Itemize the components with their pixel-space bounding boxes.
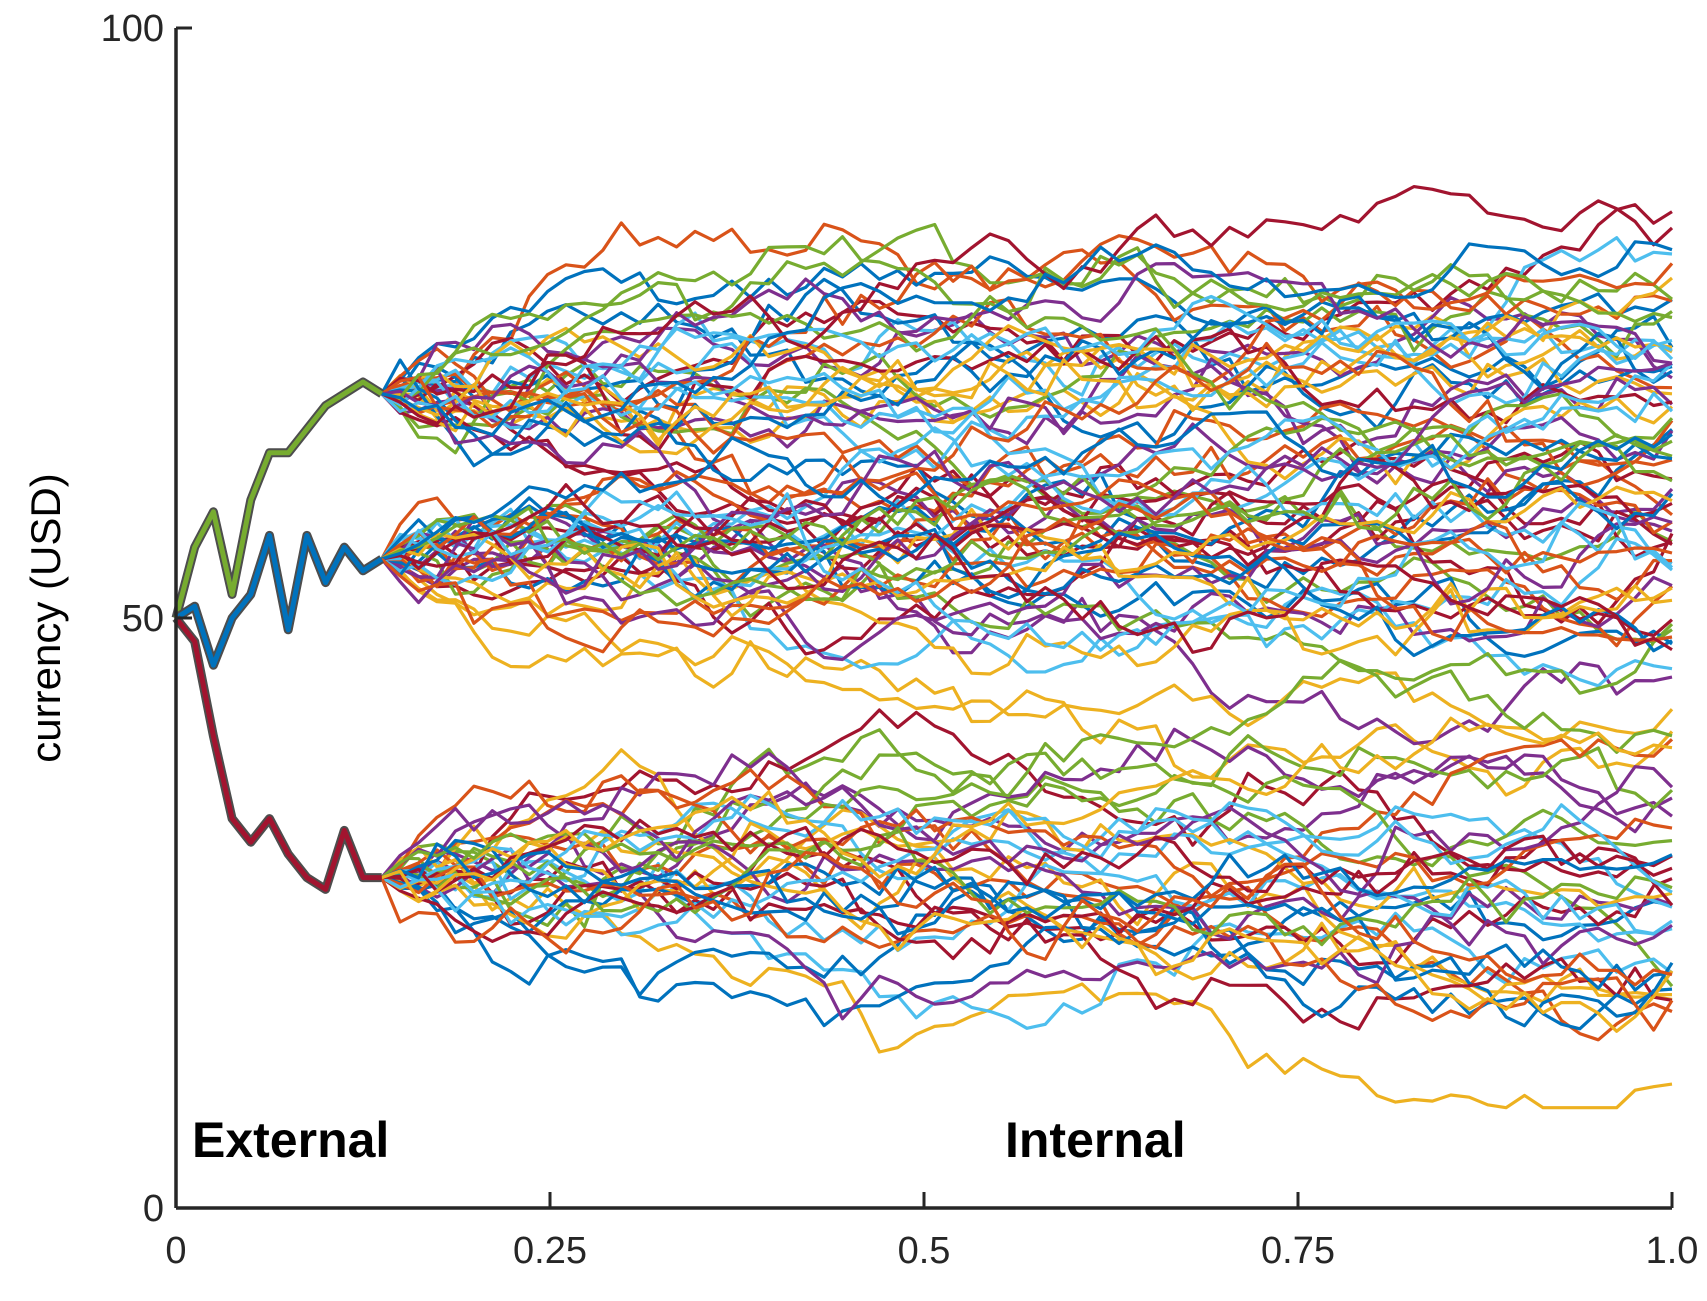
y-tick-label: 50: [122, 598, 164, 640]
series-line: [380, 236, 1673, 470]
series-line: [381, 417, 1674, 562]
annotation-external: External: [192, 1112, 389, 1168]
series-line: [381, 818, 1673, 894]
series-line: [381, 727, 1673, 880]
series-line: [381, 487, 1674, 662]
series-line: [380, 470, 1673, 642]
external-path-3: [174, 616, 382, 892]
x-tick-label: 0.25: [513, 1230, 587, 1272]
series-line: [381, 410, 1673, 561]
series-line: [381, 240, 1673, 437]
series-line: [380, 349, 1673, 444]
series-line: [380, 498, 1673, 649]
series-line: [381, 246, 1673, 404]
series-line: [380, 851, 1673, 987]
series-line: [381, 716, 1673, 902]
series-line: [381, 847, 1673, 1021]
x-tick-label: 1.0: [1646, 1230, 1699, 1272]
series-line: [381, 842, 1673, 921]
y-tick-label: 0: [143, 1188, 164, 1230]
annotation-internal: Internal: [1005, 1112, 1186, 1168]
series-line: [381, 358, 1674, 486]
series-line: [381, 277, 1673, 445]
series-line: [380, 765, 1674, 896]
series-line: [380, 494, 1673, 654]
series-line: [381, 294, 1673, 468]
x-tick-label: 0: [165, 1230, 186, 1272]
series-line: [380, 327, 1673, 452]
series-line: [381, 185, 1674, 425]
series-line: [381, 234, 1674, 415]
series-line: [381, 235, 1673, 458]
series-line: [380, 290, 1673, 436]
series-line: [380, 392, 1673, 559]
tick-layer: 0 0.25 0.5 0.75 1.0 0 50 100: [101, 8, 1699, 1272]
series-layer: [171, 185, 1674, 1110]
series-line: [381, 876, 1673, 1028]
x-tick-label: 0.5: [898, 1230, 951, 1272]
series-line: [381, 457, 1673, 571]
series-line: [380, 294, 1673, 407]
external-path-1: [173, 379, 384, 619]
y-tick-label: 100: [101, 8, 164, 50]
y-axis-title: currency (USD): [22, 473, 69, 762]
series-line: [381, 507, 1673, 631]
series-line: [381, 477, 1673, 623]
series-line: [380, 774, 1673, 898]
series-line: [381, 842, 1673, 967]
series-line: [380, 793, 1673, 894]
external-path-2: [174, 532, 384, 668]
series-line: [380, 843, 1673, 1004]
series-line: [380, 826, 1673, 947]
series-line: [381, 801, 1673, 909]
series-line: [381, 748, 1673, 1004]
series-line: [380, 557, 1674, 742]
x-tick-label: 0.75: [1261, 1230, 1335, 1272]
series-line: [381, 658, 1673, 899]
series-line: [380, 362, 1674, 516]
series-line: [381, 489, 1674, 652]
series-line: [380, 361, 1673, 605]
series-line: [381, 505, 1673, 602]
series-line: [381, 483, 1673, 654]
